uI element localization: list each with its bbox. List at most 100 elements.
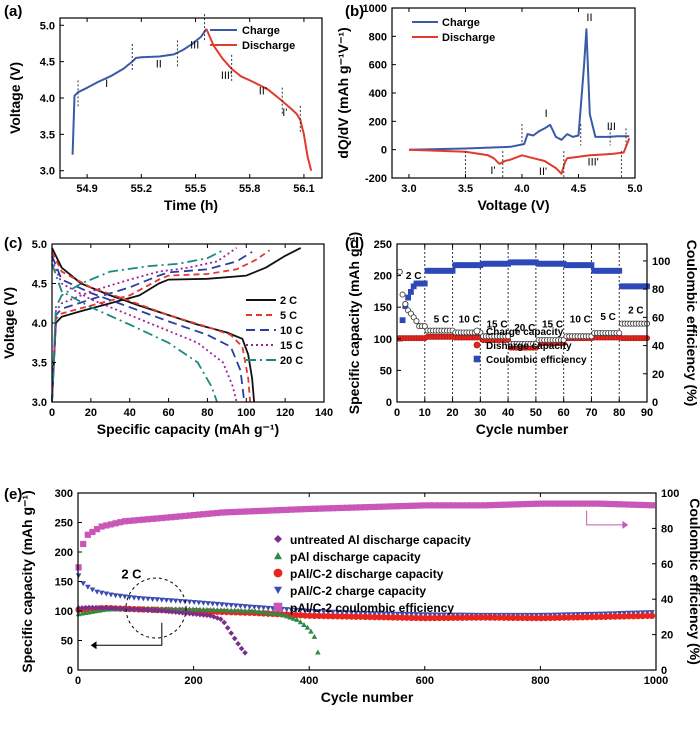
panel-e-pal-c-2-charge-capacity-point xyxy=(316,609,322,615)
panel-e-xtick-label: 400 xyxy=(300,675,318,687)
panel-d-xtick-label: 10 xyxy=(419,407,431,419)
panel-a-ytick-label: 4.0 xyxy=(40,93,55,105)
panel-e-pal-c-2-charge-capacity-point xyxy=(283,607,290,613)
panel-d-y2tick-label: 100 xyxy=(652,256,670,268)
panel-b-ylabel: dQ/dV (mAh g⁻¹V⁻¹) xyxy=(335,27,351,158)
panel-e-pal-c-2-charge-capacity-point xyxy=(649,610,655,616)
panel-e-legend-label: pAl/C-2 discharge capacity xyxy=(290,567,444,581)
panel-e-pal-c-2-charge-capacity-point xyxy=(357,610,364,616)
panel-e-untreated-al-discharge-capacity-point xyxy=(96,604,103,611)
panel-d-xtick-label: 60 xyxy=(558,407,570,419)
panel-b-peak-annotation: II xyxy=(586,12,592,24)
panel-b-xlabel: Voltage (V) xyxy=(477,197,549,213)
panel-b-peak-annotation: I xyxy=(545,108,548,120)
panel-e-pal-discharge-capacity-point xyxy=(252,608,259,614)
panel-e-pal-discharge-capacity-point xyxy=(315,649,321,655)
panel-a-stage-annotation: I' xyxy=(282,107,287,119)
panel-c-5c-charge-curve xyxy=(51,249,271,403)
panel-e-ytick-label: 50 xyxy=(61,636,73,648)
panel-e-pal-c-2-charge-capacity-point xyxy=(154,597,160,603)
panel-e-pal-c-2-charge-capacity-point xyxy=(191,599,197,605)
panel-c-xtick-label: 140 xyxy=(315,407,333,419)
panel-e-legend-label: pAl discharge capacity xyxy=(290,550,421,564)
panel-e-untreated-al-discharge-capacity-point xyxy=(242,649,248,656)
panel-c-ytick-label: 3.5 xyxy=(32,358,47,370)
panel-c-10c-discharge-curve xyxy=(51,255,246,403)
panel-e-pal-c-2-charge-capacity-point xyxy=(376,611,382,617)
panel-a-xtick-label: 55.5 xyxy=(185,183,206,195)
panel-e-pal-discharge-capacity-point xyxy=(256,608,262,615)
panel-c-legend-label: 10 C xyxy=(280,325,303,337)
panel-d-plot-frame xyxy=(396,243,648,403)
panel-c-20c-charge-curve xyxy=(51,249,224,403)
panel-e-legend-marker xyxy=(274,535,282,543)
panel-d-coulombic-efficiency-point xyxy=(616,267,623,274)
panel-d-legend-marker xyxy=(473,327,481,335)
panel-e-untreated-al-discharge-capacity-point xyxy=(89,604,96,611)
panel-e-pal-c-2-charge-capacity-point xyxy=(159,597,165,603)
panel-e-untreated-al-discharge-capacity-point xyxy=(120,605,127,612)
panel-e-pal-discharge-capacity-point xyxy=(231,607,238,613)
panel-d-xlabel: Cycle number xyxy=(476,421,569,437)
panel-e-pal-discharge-capacity-point xyxy=(217,607,224,613)
panel-a-ytick-label: 3.5 xyxy=(40,129,55,141)
panel-d-charge-capacity-point xyxy=(616,330,623,337)
panel-e-pal-c-2-charge-capacity-point xyxy=(348,610,355,616)
panel-e-pal-discharge-capacity-point xyxy=(235,607,241,613)
panel-e-untreated-al-discharge-capacity-point xyxy=(169,608,176,615)
panel-d-y2label: Coulombic efficiency (%) xyxy=(684,240,700,406)
panel-e-pal-c-2-charge-capacity-point xyxy=(404,611,410,617)
panel-e-pal-discharge-capacity-point xyxy=(214,607,221,613)
panel-e-untreated-al-discharge-capacity-point xyxy=(159,608,165,614)
panel-e-pal-c-2-charge-capacity-point xyxy=(380,611,387,617)
panel-e-pal-c-2-charge-capacity-point xyxy=(85,584,91,590)
panel-e-pal-discharge-capacity-point xyxy=(308,628,314,634)
panel-e-pal-c-2-charge-capacity-point xyxy=(112,593,119,599)
panel-e-right-arrowhead xyxy=(622,520,629,529)
panel-d-coulombic-efficiency-point xyxy=(407,289,414,295)
panel-d-legend-label: Disharge capacity xyxy=(486,341,572,352)
panel-c-xtick-label: 40 xyxy=(124,407,136,419)
panel-a-ylabel: Voltage (V) xyxy=(7,62,23,134)
panel-e-pal-discharge-capacity-point xyxy=(269,610,276,616)
panel-e-pal-c-2-charge-capacity-point xyxy=(98,590,105,596)
panel-e-untreated-al-discharge-capacity-point xyxy=(176,609,182,616)
panel-d-legend-label: Coulombic efficiency xyxy=(486,355,587,366)
panel-e-pal-c-2-charge-capacity-point xyxy=(251,604,258,610)
panel-b-xtick-label: 3.0 xyxy=(401,183,416,195)
panel-a-stage-annotation: III xyxy=(190,40,199,52)
panel-e-pal-c-2-charge-capacity-point xyxy=(343,610,350,616)
panel-e-ytick-label: 300 xyxy=(55,488,73,500)
panel-d-y2tick-label: 60 xyxy=(652,312,664,324)
panel-e-ytick-label: 100 xyxy=(55,606,73,618)
panel-e-pal-c-2-charge-capacity-point xyxy=(186,599,193,605)
panel-e-xtick-label: 0 xyxy=(75,675,81,687)
panel-e: (e)2 C0 200 400 600 800 100005010015020025030… xyxy=(4,486,700,705)
panel-e-left-arrowhead xyxy=(90,641,97,650)
panel-e-pal-c-2-charge-capacity-point xyxy=(200,600,207,606)
panel-d-charge-capacity-point xyxy=(413,318,420,325)
panel-e-untreated-al-discharge-capacity-point xyxy=(152,607,158,614)
panel-e-untreated-al-discharge-capacity-point xyxy=(148,607,155,613)
panel-e-pal-c-2-charge-capacity-point xyxy=(228,602,234,609)
panel-d-rate-label: 10 C xyxy=(459,314,480,325)
panel-e-pal-discharge-capacity-point xyxy=(259,609,266,615)
panel-e-pal-c-2-charge-capacity-point xyxy=(89,587,96,593)
panel-e-pal-c-2-charge-capacity-point xyxy=(219,602,225,608)
panel-e-pal-c-2-charge-capacity-point xyxy=(371,611,378,617)
panel-e-pal-c-2-charge-capacity-point xyxy=(103,591,110,597)
panel-d-rate-label: 20 C xyxy=(514,323,535,334)
panel-e-pal-discharge-capacity-point xyxy=(221,607,228,613)
panel-e-pal-discharge-capacity-point xyxy=(287,614,293,620)
panel-e-pal-discharge-capacity-point xyxy=(197,606,203,612)
panel-e-pal-c-2-charge-capacity-point xyxy=(394,611,401,617)
panel-e-left-axis-arrow xyxy=(94,622,163,646)
panel-e-ytick-label: 250 xyxy=(55,518,73,530)
panel-d-ytick-label: 100 xyxy=(374,334,392,346)
panel-c-15c-discharge-curve xyxy=(51,259,238,403)
panel-d-legend-marker xyxy=(473,341,481,349)
panel-e-untreated-al-discharge-capacity-point xyxy=(100,605,106,611)
